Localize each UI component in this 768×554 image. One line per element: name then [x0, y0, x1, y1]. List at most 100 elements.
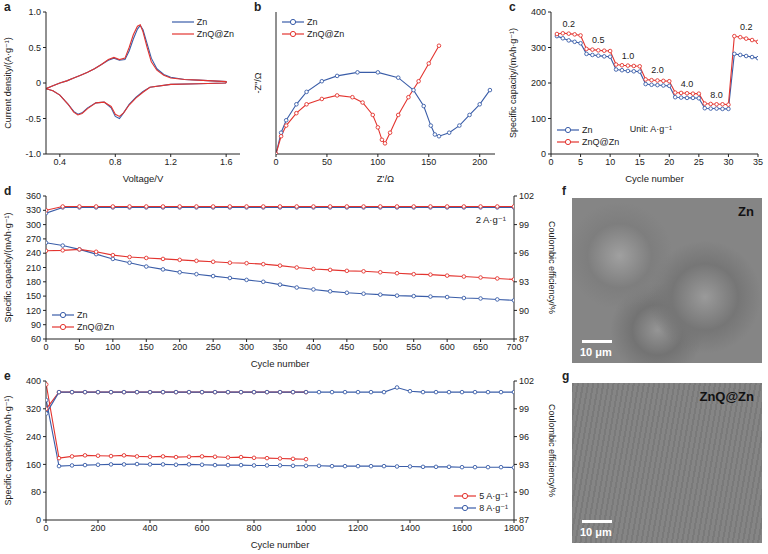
svg-text:0: 0: [43, 523, 48, 533]
svg-text:350: 350: [272, 342, 287, 352]
svg-text:0: 0: [36, 515, 41, 525]
html-text:ZnQ@Zn: ZnQ@Zn: [699, 389, 754, 404]
svg-text:1.6: 1.6: [220, 157, 233, 167]
html-text:Zn: Zn: [738, 204, 754, 219]
svg-text:0: 0: [541, 149, 546, 159]
svg-text:90: 90: [519, 306, 529, 316]
svg-text:160: 160: [26, 460, 41, 470]
svg-text:250: 250: [206, 342, 221, 352]
svg-text:270: 270: [26, 234, 41, 244]
svg-text:-Z''/Ω: -Z''/Ω: [253, 72, 263, 93]
svg-text:Z'/Ω: Z'/Ω: [377, 173, 394, 184]
svg-text:0: 0: [273, 157, 278, 167]
svg-text:99: 99: [519, 220, 529, 230]
svg-text:400: 400: [306, 342, 321, 352]
svg-text:102: 102: [519, 191, 534, 201]
svg-text:200: 200: [531, 78, 546, 88]
svg-text:200: 200: [172, 342, 187, 352]
svg-text:0.4: 0.4: [54, 157, 67, 167]
svg-text:87: 87: [519, 334, 529, 344]
svg-text:Voltage/V: Voltage/V: [123, 173, 164, 184]
svg-text:150: 150: [26, 291, 41, 301]
svg-text:200: 200: [90, 523, 105, 533]
svg-text:0: 0: [36, 78, 41, 88]
svg-text:100: 100: [531, 114, 546, 124]
svg-text:Specific capacity/(mAh·g⁻¹): Specific capacity/(mAh·g⁻¹): [3, 213, 13, 323]
svg-text:400: 400: [26, 376, 41, 386]
svg-text:2.0: 2.0: [651, 65, 664, 75]
svg-text:Coulombic efficiency/%: Coulombic efficiency/%: [547, 221, 557, 314]
svg-text:650: 650: [473, 342, 488, 352]
svg-text:30: 30: [723, 157, 733, 167]
svg-text:-1.0: -1.0: [25, 149, 41, 159]
svg-text:10: 10: [605, 157, 615, 167]
svg-text:320: 320: [26, 404, 41, 414]
svg-text:600: 600: [194, 523, 209, 533]
svg-text:450: 450: [339, 342, 354, 352]
svg-text:Current density/(A·g⁻¹): Current density/(A·g⁻¹): [3, 37, 13, 128]
svg-text:400: 400: [531, 7, 546, 17]
svg-text:0: 0: [43, 342, 48, 352]
svg-text:4.0: 4.0: [681, 79, 694, 89]
svg-text:300: 300: [239, 342, 254, 352]
svg-text:1.2: 1.2: [164, 157, 177, 167]
svg-text:1200: 1200: [348, 523, 368, 533]
svg-text:0.5: 0.5: [28, 43, 41, 53]
svg-text:0: 0: [548, 157, 553, 167]
svg-text:400: 400: [142, 523, 157, 533]
svg-text:1.0: 1.0: [28, 7, 41, 17]
svg-text:210: 210: [26, 263, 41, 273]
svg-text:90: 90: [31, 320, 41, 330]
svg-text:600: 600: [440, 342, 455, 352]
svg-text:8.0: 8.0: [710, 90, 723, 100]
svg-text:300: 300: [26, 220, 41, 230]
svg-text:1600: 1600: [452, 523, 472, 533]
svg-text:Cycle number: Cycle number: [251, 358, 310, 369]
svg-text:20: 20: [664, 157, 674, 167]
svg-text:150: 150: [139, 342, 154, 352]
svg-text:0.2: 0.2: [740, 22, 753, 32]
svg-text:80: 80: [31, 487, 41, 497]
svg-text:100: 100: [370, 157, 385, 167]
svg-text:0.2: 0.2: [562, 19, 575, 29]
svg-text:50: 50: [74, 342, 84, 352]
svg-text:35: 35: [753, 157, 763, 167]
svg-text:Coulombic efficiency/%: Coulombic efficiency/%: [547, 404, 557, 497]
svg-text:240: 240: [26, 432, 41, 442]
svg-text:240: 240: [26, 248, 41, 258]
svg-text:800: 800: [246, 523, 261, 533]
svg-text:1.0: 1.0: [622, 51, 635, 61]
svg-text:330: 330: [26, 205, 41, 215]
svg-text:300: 300: [531, 43, 546, 53]
svg-text:25: 25: [694, 157, 704, 167]
svg-text:100: 100: [105, 342, 120, 352]
svg-text:Cycle number: Cycle number: [251, 539, 310, 550]
svg-text:102: 102: [519, 376, 534, 386]
svg-text:120: 120: [26, 306, 41, 316]
svg-text:60: 60: [31, 334, 41, 344]
svg-text:93: 93: [519, 277, 529, 287]
svg-text:550: 550: [406, 342, 421, 352]
svg-text:360: 360: [26, 191, 41, 201]
svg-text:150: 150: [421, 157, 436, 167]
svg-text:96: 96: [519, 432, 529, 442]
svg-text:0.5: 0.5: [592, 35, 605, 45]
svg-text:93: 93: [519, 460, 529, 470]
svg-text:0.8: 0.8: [109, 157, 122, 167]
svg-text:Specific capacity/(mAh·g⁻¹): Specific capacity/(mAh·g⁻¹): [3, 396, 13, 506]
svg-text:96: 96: [519, 248, 529, 258]
svg-text:1400: 1400: [400, 523, 420, 533]
svg-text:-0.5: -0.5: [25, 114, 41, 124]
svg-text:Cycle number: Cycle number: [625, 173, 684, 184]
svg-text:99: 99: [519, 404, 529, 414]
svg-text:87: 87: [519, 515, 529, 525]
svg-text:Specific capacity/(mAh·g⁻¹): Specific capacity/(mAh·g⁻¹): [508, 28, 518, 138]
svg-text:500: 500: [373, 342, 388, 352]
svg-text:5: 5: [578, 157, 583, 167]
svg-text:90: 90: [519, 487, 529, 497]
svg-text:15: 15: [635, 157, 645, 167]
svg-text:50: 50: [322, 157, 332, 167]
svg-text:200: 200: [472, 157, 487, 167]
svg-text:180: 180: [26, 277, 41, 287]
svg-text:1000: 1000: [296, 523, 316, 533]
